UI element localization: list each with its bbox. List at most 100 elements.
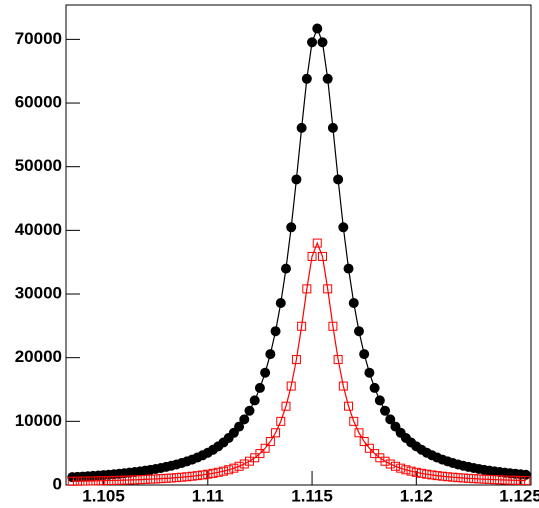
marker [265,437,275,447]
marker [140,474,150,484]
marker [135,475,145,485]
marker [406,466,416,476]
marker [448,472,458,482]
marker [520,469,531,480]
marker [88,476,98,486]
marker [359,437,369,447]
y-tick-label: 10000 [15,411,62,430]
y-tick-label: 0 [53,474,62,493]
marker [255,449,265,459]
marker [301,73,312,84]
marker [385,459,395,469]
marker [312,23,323,34]
marker [401,465,411,475]
marker [296,122,307,133]
marker [280,263,291,274]
marker [495,475,505,485]
marker [348,298,359,309]
marker [234,461,244,471]
x-tick-label: 1.115 [291,486,333,505]
marker [203,469,213,479]
series-line [72,241,526,482]
marker [239,459,249,469]
marker [369,382,380,393]
marker [474,474,484,484]
marker [182,472,192,482]
marker [109,475,119,485]
marker [161,473,171,483]
marker [500,475,510,485]
y-tick-label: 60000 [15,93,62,112]
marker [333,355,343,365]
marker [224,465,234,475]
marker [276,416,286,426]
marker [114,475,124,485]
marker [151,474,161,484]
marker [307,251,317,261]
marker [260,367,271,378]
marker [265,349,276,360]
marker [333,174,344,185]
marker [322,73,333,84]
marker [484,474,494,484]
marker [286,381,296,391]
marker [521,476,531,486]
marker [344,401,354,411]
series-line [72,26,526,478]
marker [249,395,260,406]
marker [385,414,396,425]
marker [427,470,437,480]
marker [364,367,375,378]
x-tick-label: 1.11 [192,486,224,505]
marker [234,421,245,432]
marker [99,476,109,486]
x-tick-label: 1.12 [400,486,433,505]
marker [375,453,385,463]
x-tick-label: 1.125 [499,486,539,505]
marker [104,476,114,486]
marker [281,401,291,411]
marker [254,382,265,393]
marker [516,475,526,485]
marker [437,471,447,481]
x-tick-label: 1.105 [82,486,125,505]
marker [380,405,391,416]
marker [125,475,135,485]
y-tick-label: 50000 [15,156,62,175]
marker [213,467,223,477]
marker [432,471,442,481]
marker [244,456,254,466]
marker [390,461,400,471]
marker [505,475,515,485]
marker [302,284,312,294]
marker [510,475,520,485]
marker [422,469,432,479]
marker [166,473,176,483]
marker [177,472,187,482]
marker [490,475,500,485]
marker [187,471,197,481]
marker [83,476,93,486]
marker [67,476,77,486]
marker [353,326,364,337]
y-tick-label: 70000 [15,29,62,48]
y-tick-label: 20000 [15,347,62,366]
marker [78,476,88,486]
marker [453,473,463,483]
marker [119,475,129,485]
marker [317,251,327,261]
marker [312,238,322,248]
marker [338,381,348,391]
marker [328,321,338,331]
marker [323,284,333,294]
marker [218,466,228,476]
marker [271,428,281,438]
marker [239,414,250,425]
marker [317,37,328,48]
marker [72,476,82,486]
marker [349,416,359,426]
marker [364,443,374,453]
marker [343,263,354,274]
marker [354,428,364,438]
